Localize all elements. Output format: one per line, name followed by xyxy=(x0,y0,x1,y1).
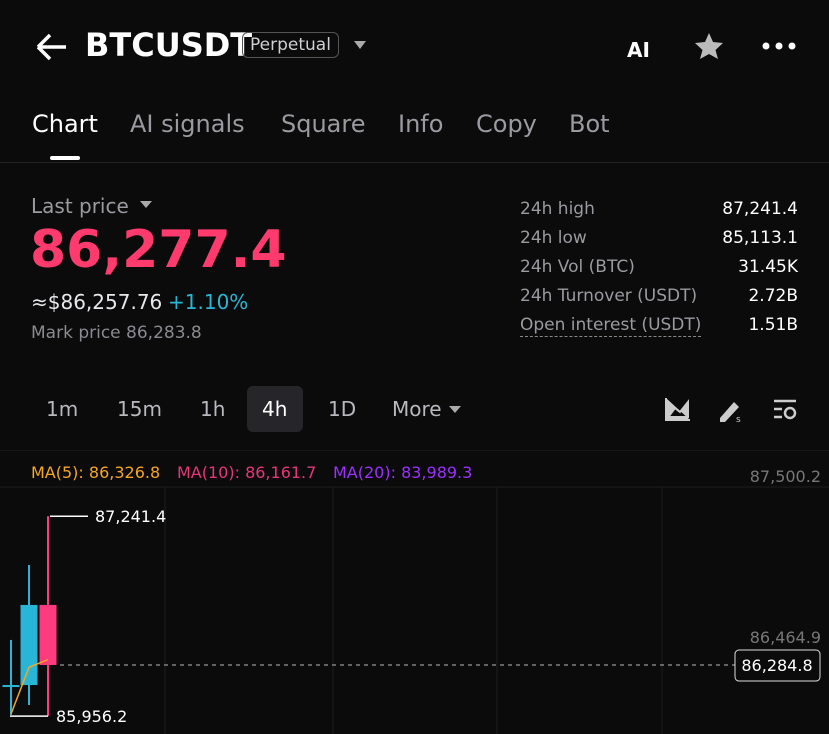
badge[interactable]: Perpetual xyxy=(242,32,339,58)
low-label: 85,956.2 xyxy=(56,707,127,726)
candle-body xyxy=(39,604,57,666)
underline xyxy=(520,336,701,337)
stat-value: 2.72B xyxy=(748,286,798,306)
dropdown-icon xyxy=(449,406,461,413)
y-tick-label: 86,464.9 xyxy=(750,628,821,647)
mark-price: Mark price 86,283.8 xyxy=(31,323,202,343)
last-price: 86,277.4 xyxy=(30,220,287,280)
stat-value: 87,241.4 xyxy=(722,199,798,219)
ai-icon[interactable]: AI xyxy=(627,38,650,62)
y-tick-label: 87,500.2 xyxy=(750,467,821,486)
stat-label: Open interest (USDT) xyxy=(520,315,702,335)
back-button[interactable] xyxy=(34,32,68,62)
more-icon[interactable] xyxy=(762,42,796,50)
current-price-box xyxy=(734,649,821,682)
tab[interactable]: Info xyxy=(398,110,444,138)
stat-label: 24h Turnover (USDT) xyxy=(520,286,698,306)
interval[interactable]: 4h xyxy=(262,397,288,421)
approx-price: ≈$86,257.76 xyxy=(31,290,163,314)
tab[interactable]: Copy xyxy=(476,110,537,138)
stat-label: 24h low xyxy=(520,228,587,248)
title: BTCUSDT xyxy=(85,26,253,64)
tab[interactable]: Chart xyxy=(32,110,98,138)
ma-label: MA(5): 86,326.8 xyxy=(31,463,160,482)
interval-highlight xyxy=(247,386,303,432)
interval[interactable]: 15m xyxy=(117,397,162,421)
favorite-icon[interactable] xyxy=(694,32,724,60)
tab[interactable]: Square xyxy=(281,110,366,138)
interval[interactable]: 1h xyxy=(200,397,226,421)
dropdown-icon xyxy=(140,201,152,208)
chart: MA(5): 86,326.8 MA(10): 86,161.7 MA(20): 8… xyxy=(0,450,829,734)
current-price-label: 86,284.8 xyxy=(741,656,812,675)
ma-label: MA(10): 86,161.7 xyxy=(177,463,316,482)
interval[interactable]: More xyxy=(392,397,442,421)
high-label: 87,241.4 xyxy=(95,507,166,526)
stat-label: 24h Vol (BTC) xyxy=(520,257,635,277)
tab-indicator xyxy=(50,156,80,160)
ma5-line xyxy=(10,658,49,715)
candle-body xyxy=(20,604,38,686)
chart-tools[interactable]: s xyxy=(664,396,800,424)
dropdown-icon[interactable] xyxy=(353,40,367,50)
stat-value: 1.51B xyxy=(748,315,798,335)
stat-value: 31.45K xyxy=(738,257,798,277)
tab[interactable]: Bot xyxy=(569,110,610,138)
stat-value: 85,113.1 xyxy=(722,228,798,248)
tab[interactable]: AI signals xyxy=(130,110,245,138)
price-change: +1.10% xyxy=(168,290,249,314)
interval[interactable]: 1D xyxy=(328,397,357,421)
ma-label: MA(20): 83,989.3 xyxy=(333,463,472,482)
svg-text:s: s xyxy=(736,415,741,424)
last-price-label[interactable]: Last price xyxy=(31,194,129,218)
divider xyxy=(0,162,829,163)
stat-label: 24h high xyxy=(520,199,595,219)
candle-body xyxy=(2,685,20,688)
interval[interactable]: 1m xyxy=(46,397,79,421)
